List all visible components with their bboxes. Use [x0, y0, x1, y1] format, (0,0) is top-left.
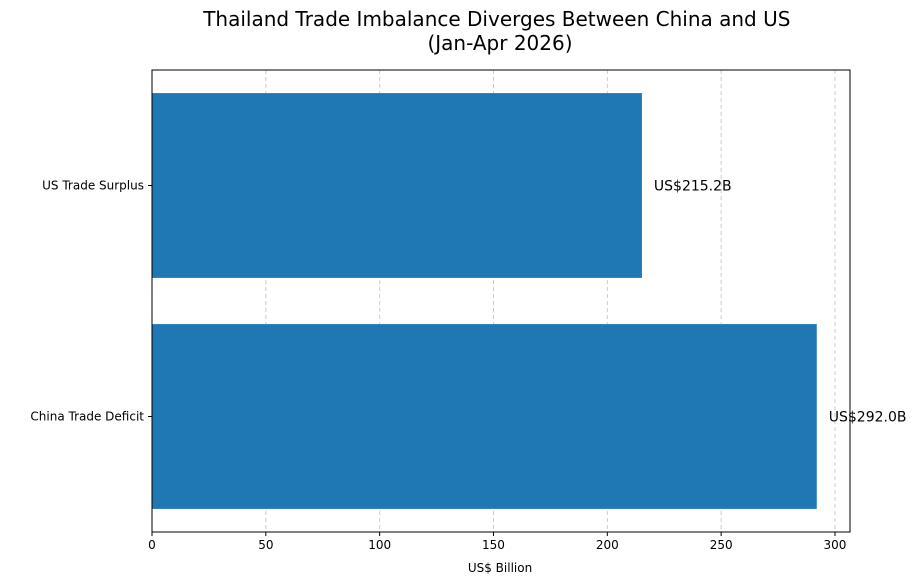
data-labels: US$292.0B US$215.2B	[654, 179, 907, 426]
bars	[152, 93, 817, 509]
x-tick-label: 100	[368, 538, 391, 552]
x-tick-label: 150	[482, 538, 505, 552]
bar-value-label: US$292.0B	[829, 410, 907, 426]
chart-title-line-2: (Jan-Apr 2026)	[427, 31, 572, 55]
x-tick-label: 200	[596, 538, 619, 552]
plot-area-frame	[151, 69, 851, 533]
bar-value-label: US$215.2B	[654, 179, 732, 195]
bar-china-trade-deficit	[152, 324, 817, 509]
x-tick-label: 300	[824, 538, 847, 552]
bar-us-trade-surplus	[152, 93, 642, 278]
y-tick-label: China Trade Deficit	[30, 410, 144, 424]
chart-title: Thailand Trade Imbalance Diverges Betwee…	[202, 7, 797, 55]
chart-title-line-1: Thailand Trade Imbalance Diverges Betwee…	[202, 7, 790, 31]
x-tick-label: 250	[710, 538, 733, 552]
x-tick-label: 0	[148, 538, 156, 552]
x-axis-label: US$ Billion	[468, 561, 532, 575]
y-tick-label: US Trade Surplus	[42, 179, 144, 193]
x-tick-label: 50	[258, 538, 273, 552]
y-axis-ticks: China Trade Deficit US Trade Surplus	[30, 179, 152, 424]
x-axis-ticks: 0 50 100 150 200 250 300	[148, 532, 846, 552]
